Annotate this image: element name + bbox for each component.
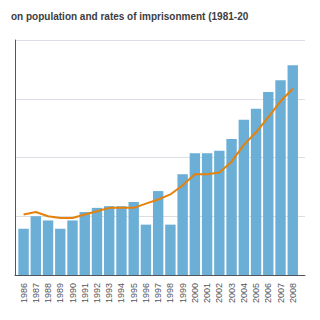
svg-text:1990: 1990 — [68, 283, 78, 303]
svg-text:1999: 1999 — [178, 283, 188, 303]
svg-text:2004: 2004 — [239, 283, 249, 303]
svg-text:1994: 1994 — [116, 283, 126, 303]
svg-text:1987: 1987 — [31, 283, 41, 303]
svg-text:2001: 2001 — [202, 283, 212, 303]
svg-text:2007: 2007 — [276, 283, 286, 303]
svg-text:2003: 2003 — [227, 283, 237, 303]
svg-text:1991: 1991 — [80, 283, 90, 303]
svg-text:1989: 1989 — [55, 283, 65, 303]
svg-text:1986: 1986 — [19, 283, 29, 303]
svg-text:2008: 2008 — [288, 283, 298, 303]
svg-text:1997: 1997 — [153, 283, 163, 303]
svg-text:2002: 2002 — [214, 283, 224, 303]
svg-text:2005: 2005 — [251, 283, 261, 303]
svg-text:2000: 2000 — [190, 283, 200, 303]
svg-text:1993: 1993 — [104, 283, 114, 303]
svg-text:2006: 2006 — [263, 283, 273, 303]
svg-text:1992: 1992 — [92, 283, 102, 303]
svg-text:1995: 1995 — [129, 283, 139, 303]
svg-text:1996: 1996 — [141, 283, 151, 303]
svg-text:1998: 1998 — [165, 283, 175, 303]
svg-text:on population and rates of imp: on population and rates of imprisonment … — [11, 11, 249, 22]
svg-text:1988: 1988 — [43, 283, 53, 303]
